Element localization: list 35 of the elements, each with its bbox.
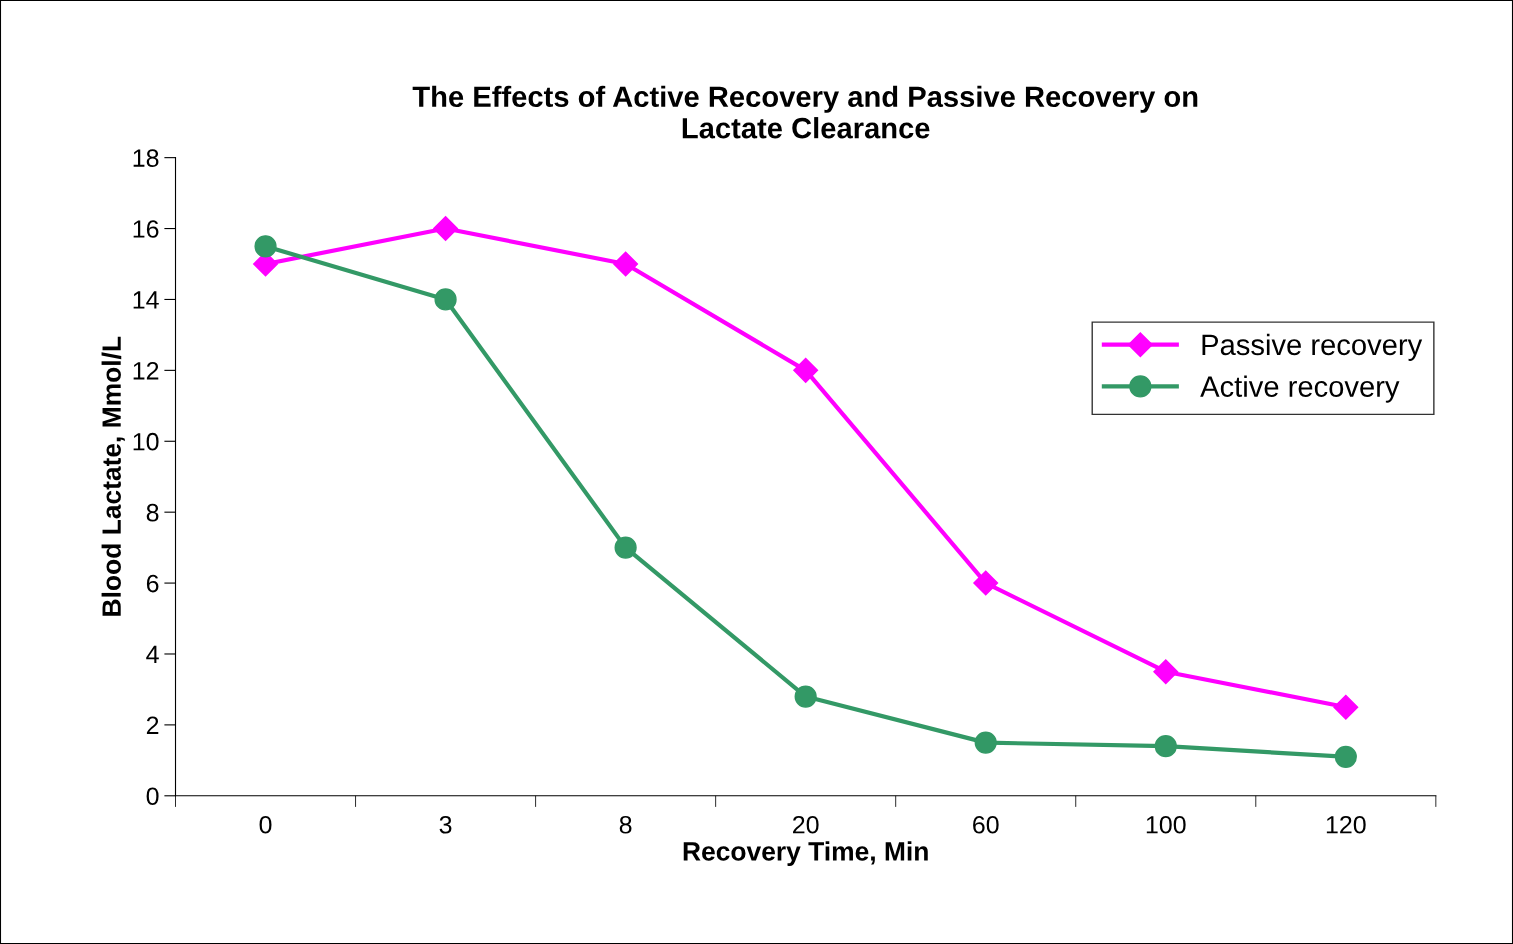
- point: [613, 251, 639, 277]
- point: [614, 536, 637, 559]
- y-tick-label: 8: [146, 503, 159, 522]
- y-tick-label: 10: [133, 432, 159, 451]
- y-tick-label: 12: [133, 361, 159, 380]
- point: [1154, 735, 1177, 758]
- chart-title: The Effects of Active Recovery and Passive Recovery on Lactate Clearance: [412, 85, 1198, 139]
- x-axis-title: Recovery Time, Min: [683, 841, 928, 866]
- point: [434, 288, 457, 311]
- point: [794, 685, 817, 708]
- y-tick-label: 4: [146, 645, 159, 664]
- legend-label: Active recovery: [1200, 375, 1400, 403]
- y-tick-label: 16: [133, 220, 159, 238]
- point: [974, 731, 997, 754]
- point: [1153, 659, 1179, 685]
- point: [1333, 694, 1359, 720]
- x-tick-label: 20: [793, 815, 819, 834]
- x-tick-label: 120: [1326, 815, 1366, 834]
- x-tick-label: 8: [619, 815, 632, 834]
- legend-label: Passive recovery: [1202, 333, 1423, 361]
- y-tick-label: 2: [146, 716, 159, 734]
- point: [1334, 745, 1357, 768]
- x-tick-label: 0: [259, 815, 272, 834]
- y-tick-label: 14: [133, 291, 159, 309]
- point: [973, 570, 999, 596]
- point: [433, 216, 459, 242]
- y-tick-label: 0: [146, 787, 159, 806]
- x-tick-label: 3: [439, 815, 452, 834]
- x-tick-label: 100: [1146, 815, 1186, 834]
- point: [254, 235, 277, 258]
- y-tick-label: 18: [133, 149, 159, 167]
- point: [793, 357, 819, 383]
- y-tick-label: 6: [146, 574, 159, 593]
- y-axis-title: Blood Lactate, Mmol/L: [101, 336, 125, 616]
- x-tick-label: 60: [973, 815, 999, 834]
